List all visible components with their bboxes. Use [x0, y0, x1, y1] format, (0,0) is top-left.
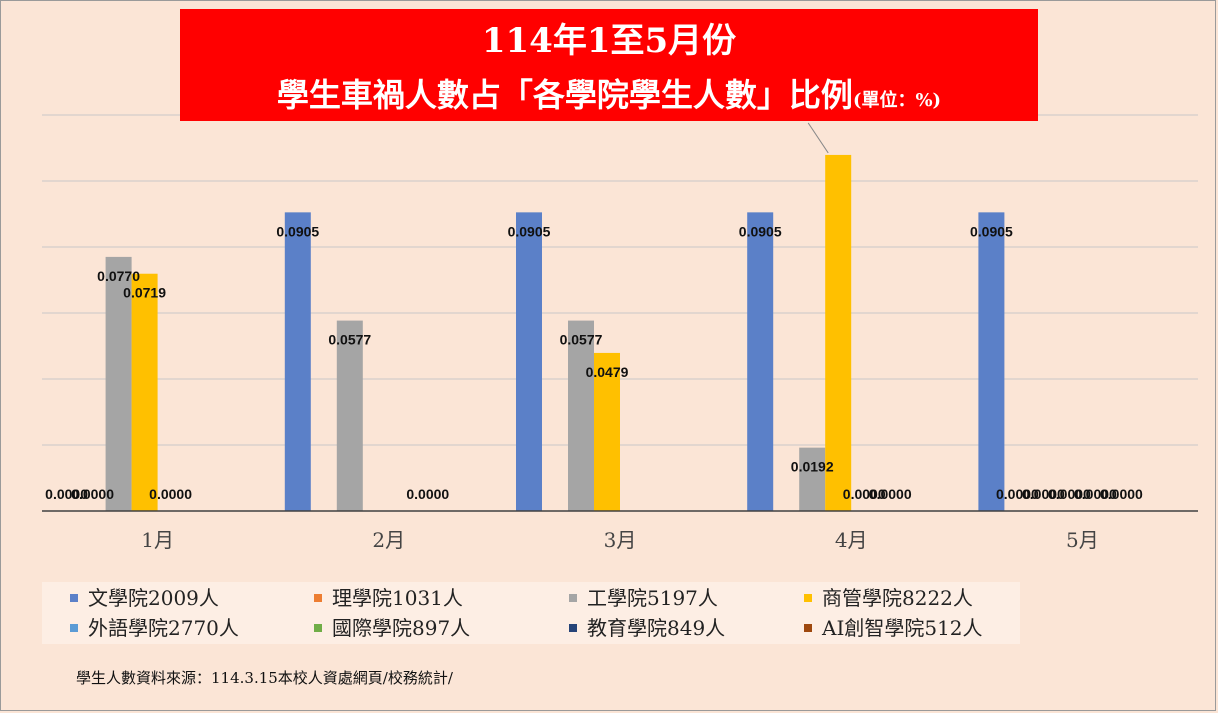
bar	[516, 212, 542, 511]
x-tick-label: 3月	[604, 528, 637, 552]
legend-swatch	[569, 624, 577, 632]
bar	[978, 212, 1005, 511]
source-note: 學生人數資料來源：114.3.15本校人資處網頁/校務統計/	[76, 669, 453, 687]
legend-swatch	[569, 594, 577, 602]
data-label: 0.0000	[996, 486, 1039, 502]
bar	[825, 154, 852, 511]
data-label: 0.0905	[276, 223, 319, 239]
legend-label: 外語學院2770人	[88, 616, 239, 640]
chart-title-line1: 114年1至5月份	[481, 21, 737, 61]
bar	[747, 212, 774, 511]
chart-title-box: 114年1至5月份 學生車禍人數占「各學院學生人數」比例(單位：%)	[180, 9, 1038, 121]
data-label-leader	[807, 122, 829, 154]
data-label: 0.0000	[869, 486, 912, 502]
data-label: 0.0000	[1100, 486, 1143, 502]
data-label: 0.0000	[149, 486, 192, 502]
legend-swatch	[314, 624, 322, 632]
bar	[105, 256, 132, 511]
chart-title-text: 學生車禍人數占「各學院學生人數」比例	[276, 76, 853, 114]
legend-swatch	[804, 594, 812, 602]
legend-swatch	[314, 594, 322, 602]
legend-label: 理學院1031人	[332, 586, 463, 610]
data-label: 0.0719	[123, 285, 166, 301]
x-tick-label: 4月	[835, 528, 868, 552]
data-label: 0.0000	[406, 486, 449, 502]
chart-legend: 文學院2009人 理學院1031人 工學院5197人 商管學院8222人外語學院277…	[42, 582, 1020, 644]
data-label: 0.0000	[71, 486, 114, 502]
legend-label: 商管學院8222人	[822, 586, 973, 610]
data-label: 0.0577	[560, 332, 603, 348]
legend-label: 文學院2009人	[88, 586, 219, 610]
legend-swatch	[70, 624, 78, 632]
legend-label: 工學院5197人	[587, 586, 718, 610]
bar	[131, 273, 158, 511]
data-label: 0.0905	[739, 223, 782, 239]
data-label: 0.0000	[45, 486, 88, 502]
bar	[594, 352, 620, 511]
legend-swatch	[804, 624, 812, 632]
bar	[799, 447, 826, 511]
legend-label: 教育學院849人	[587, 616, 726, 640]
data-label: 0.0000	[1074, 486, 1117, 502]
x-tick-label: 2月	[372, 528, 405, 552]
bar	[568, 320, 594, 511]
data-label: 0.0000	[843, 486, 886, 502]
data-label: 0.0479	[586, 364, 629, 380]
chart-title-line2: 學生車禍人數占「各學院學生人數」比例(單位：%)	[180, 75, 1038, 121]
legend-label: 國際學院897人	[332, 616, 471, 640]
bar	[284, 212, 311, 511]
data-label: 0.0000	[1022, 486, 1065, 502]
data-label: 0.0905	[970, 223, 1013, 239]
data-label: 0.0905	[508, 223, 551, 239]
data-label: 0.0192	[791, 459, 834, 475]
data-label: 0.0000	[1048, 486, 1091, 502]
data-label: 0.0770	[97, 268, 140, 284]
x-tick-label: 1月	[141, 528, 174, 552]
chart-title-unit: (單位：%)	[852, 90, 942, 111]
x-tick-label: 5月	[1066, 528, 1099, 552]
data-label: 0.0577	[328, 332, 371, 348]
bar	[336, 320, 363, 511]
legend-swatch	[70, 594, 78, 602]
legend-label: AI創智學院512人	[822, 616, 983, 640]
